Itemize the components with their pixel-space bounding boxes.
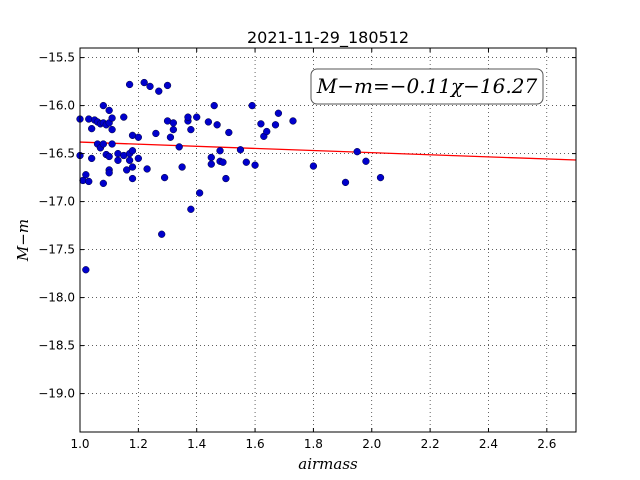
y-tick-label: −17.5	[38, 243, 75, 257]
x-tick-label: 2.4	[479, 437, 498, 451]
fit-line	[79, 141, 577, 161]
data-point	[362, 157, 370, 165]
grid	[79, 48, 576, 432]
data-point	[82, 266, 90, 274]
data-point	[125, 80, 134, 89]
fit-line-group	[79, 141, 577, 161]
data-point	[216, 147, 224, 155]
data-point	[248, 101, 256, 110]
data-point	[128, 163, 137, 171]
data-point	[160, 173, 169, 182]
data-point	[99, 179, 107, 188]
fit-equation-text: M−m=−0.11χ−16.27	[316, 74, 538, 98]
data-point	[105, 152, 113, 161]
fit-equation-box	[310, 68, 544, 105]
x-tick-label: 1.0	[70, 437, 89, 451]
data-point	[376, 173, 385, 182]
y-tick-labels: −15.5 −16.0 −16.5 −17.0 −17.5 −18.0 −18.5 −19.0	[38, 51, 75, 401]
data-point	[263, 127, 271, 136]
data-point	[222, 174, 230, 183]
data-point	[195, 189, 204, 197]
y-tick-label: −16.5	[38, 147, 75, 161]
data-point	[178, 163, 186, 171]
data-point	[257, 120, 265, 128]
data-point	[193, 113, 201, 121]
x-tick-label: 1.2	[129, 437, 148, 451]
data-point	[128, 174, 137, 183]
data-point	[213, 121, 221, 129]
plot-frame	[79, 47, 577, 433]
data-point	[166, 133, 175, 141]
data-point	[125, 156, 134, 164]
x-tick-label: 1.4	[187, 437, 206, 451]
y-tick-label: −19.0	[38, 387, 75, 401]
x-tick-label: 1.8	[304, 437, 323, 451]
plot-area	[80, 48, 576, 432]
data-point	[207, 153, 215, 162]
data-point	[341, 178, 350, 187]
data-point	[204, 118, 213, 126]
y-axis-label: M−m	[14, 219, 32, 262]
data-point	[85, 177, 93, 186]
axis-ticks	[79, 48, 576, 432]
data-point	[225, 128, 233, 137]
data-point	[236, 146, 245, 154]
data-point	[152, 129, 160, 138]
y-tick-label: −15.5	[38, 51, 75, 65]
data-point	[146, 82, 154, 91]
data-point	[353, 148, 361, 156]
data-point	[108, 125, 116, 134]
x-tick-label: 2.0	[362, 437, 381, 451]
data-point	[134, 154, 143, 163]
data-point	[123, 166, 131, 174]
x-tick-label: 2.2	[421, 437, 440, 451]
data-point	[88, 124, 96, 133]
data-point	[169, 119, 178, 127]
data-point	[108, 114, 116, 122]
data-point	[158, 230, 166, 238]
data-point	[309, 162, 318, 170]
data-point	[88, 154, 96, 163]
data-point	[114, 156, 122, 164]
data-point	[99, 101, 107, 110]
data-point	[105, 106, 113, 115]
data-point	[108, 140, 116, 148]
data-point	[82, 171, 90, 179]
data-point	[289, 117, 297, 125]
data-point	[242, 158, 250, 166]
data-point	[219, 158, 227, 166]
y-tick-label: −18.0	[38, 291, 75, 305]
data-point	[274, 109, 283, 117]
data-point	[271, 121, 280, 129]
data-point	[184, 113, 192, 121]
data-point	[134, 133, 143, 141]
data-point	[251, 161, 259, 169]
data-point	[155, 87, 163, 95]
data-point	[207, 160, 215, 168]
data-point	[105, 169, 113, 177]
data-point	[175, 143, 183, 151]
x-tick-labels: 1.0 1.2 1.4 1.6 1.8 2.0 2.2 2.4 2.6	[70, 437, 556, 451]
data-point	[143, 165, 151, 173]
x-tick-label: 2.6	[537, 437, 556, 451]
data-point	[169, 125, 178, 134]
data-point	[140, 78, 148, 87]
data-point	[187, 205, 195, 213]
data-point	[163, 81, 172, 90]
data-point	[120, 113, 128, 121]
y-tick-label: −17.0	[38, 195, 75, 209]
data-points	[76, 78, 385, 274]
y-tick-label: −18.5	[38, 339, 75, 353]
data-point	[99, 140, 107, 148]
data-point	[128, 147, 137, 155]
x-axis-label: airmass	[298, 455, 358, 473]
data-point	[210, 101, 218, 110]
y-tick-label: −16.0	[38, 99, 75, 113]
data-point	[187, 125, 195, 134]
x-tick-label: 1.6	[246, 437, 265, 451]
chart-title: 2021-11-29_180512	[247, 28, 409, 48]
